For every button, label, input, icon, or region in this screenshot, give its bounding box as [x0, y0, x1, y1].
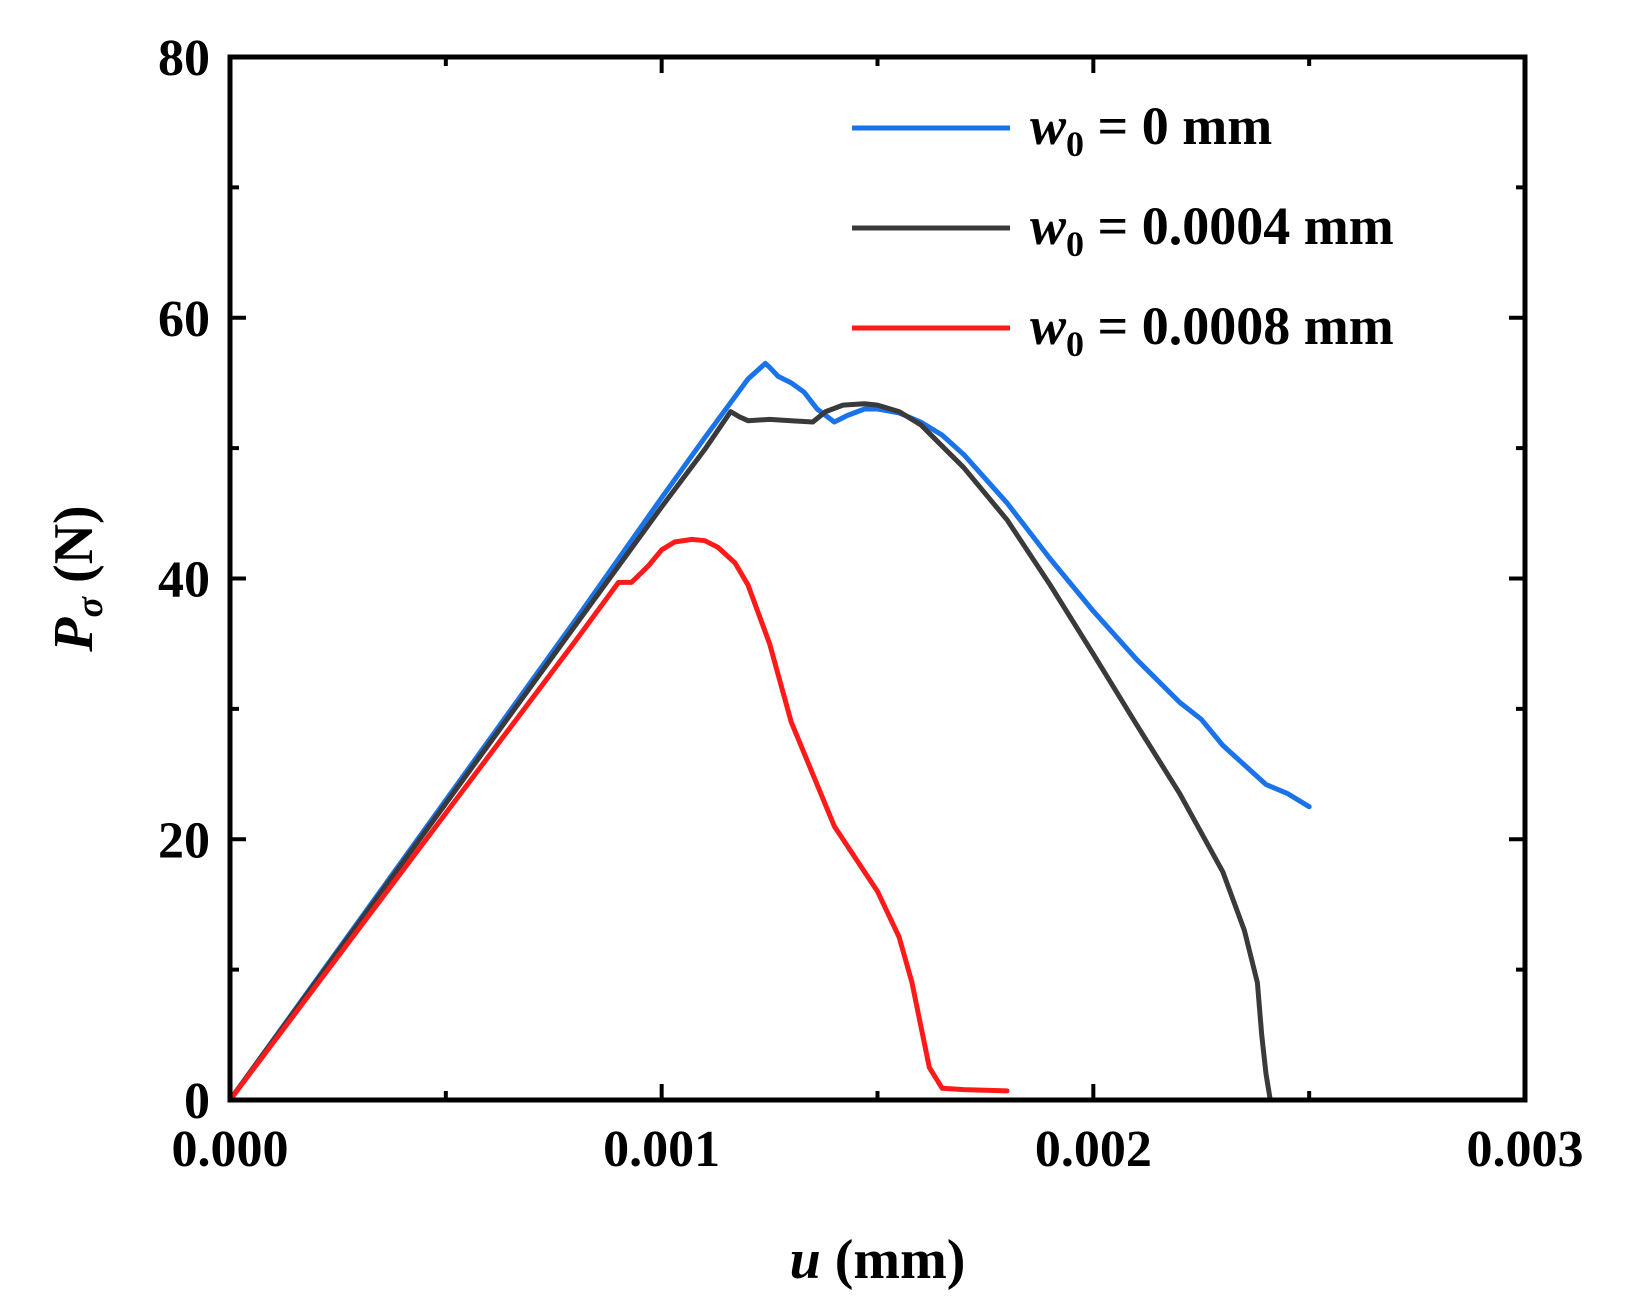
- y-axis-unit: (N): [43, 505, 105, 597]
- legend-var: w: [1030, 296, 1067, 356]
- legend-sub: 0: [1066, 324, 1084, 364]
- legend-sub: 0: [1066, 124, 1084, 164]
- y-axis-var: P: [43, 617, 105, 653]
- legend-var: w: [1030, 96, 1067, 156]
- legend-var: w: [1030, 196, 1067, 256]
- legend-rest: = 0 mm: [1084, 96, 1272, 156]
- legend-label-0: w0 = 0 mm: [1030, 96, 1272, 164]
- y-tick-label: 80: [158, 30, 210, 87]
- series-line-1: [227, 401, 1273, 1103]
- y-tick-label: 40: [158, 552, 210, 609]
- legend-label-1: w0 = 0.0004 mm: [1030, 196, 1394, 264]
- tick-labels: 0.000 0.001 0.002 0.003 0 20 40 60 80: [158, 30, 1584, 1178]
- series-line-0: [227, 360, 1312, 1103]
- x-axis-var: u: [790, 1229, 821, 1291]
- plot-frame: [227, 54, 1528, 1103]
- y-tick-label: 20: [158, 812, 210, 869]
- legend-rest: = 0.0008 mm: [1084, 296, 1394, 356]
- y-tick-label: 0: [184, 1073, 210, 1130]
- y-tick-label: 60: [158, 291, 210, 348]
- x-tick-label: 0.001: [603, 1121, 720, 1178]
- x-axis-unit: (mm): [821, 1229, 966, 1291]
- x-axis-title: u (mm): [790, 1229, 966, 1291]
- legend-sub: 0: [1066, 224, 1084, 264]
- y-axis-sub: σ: [69, 596, 111, 618]
- y-axis-title: Pσ (N): [43, 505, 111, 652]
- legend-rest: = 0.0004 mm: [1084, 196, 1394, 256]
- x-tick-label: 0.000: [172, 1121, 289, 1178]
- x-tick-label: 0.002: [1035, 1121, 1152, 1178]
- series-line-2: [227, 536, 1010, 1103]
- plot-series: [227, 360, 1312, 1103]
- legend-label-2: w0 = 0.0008 mm: [1030, 296, 1394, 364]
- x-tick-label: 0.003: [1467, 1121, 1584, 1178]
